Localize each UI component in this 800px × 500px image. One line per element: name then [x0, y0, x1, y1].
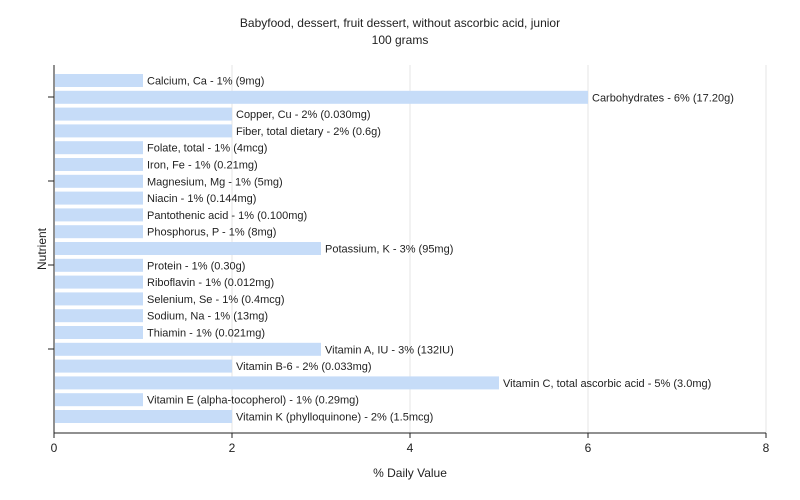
- bar: [55, 225, 143, 239]
- bar: [55, 191, 143, 205]
- bar-label: Fiber, total dietary - 2% (0.6g): [236, 126, 381, 138]
- bar-label: Copper, Cu - 2% (0.030mg): [236, 109, 371, 121]
- bar: [55, 376, 499, 390]
- bar-label: Niacin - 1% (0.144mg): [147, 193, 256, 205]
- bar: [55, 309, 143, 323]
- bar-label: Sodium, Na - 1% (13mg): [147, 311, 268, 323]
- bar-label: Calcium, Ca - 1% (9mg): [147, 76, 264, 88]
- bar-label: Protein - 1% (0.30g): [147, 260, 245, 272]
- bar: [55, 174, 143, 188]
- x-tick-label: 2: [229, 441, 236, 455]
- bar-label: Vitamin K (phylloquinone) - 2% (1.5mcg): [236, 412, 433, 424]
- bar-label: Thiamin - 1% (0.021mg): [147, 328, 265, 340]
- bar-label: Vitamin C, total ascorbic acid - 5% (3.0…: [503, 378, 711, 390]
- bar-label: Magnesium, Mg - 1% (5mg): [147, 176, 283, 188]
- bar-label: Selenium, Se - 1% (0.4mcg): [147, 294, 285, 306]
- bar-label: Pantothenic acid - 1% (0.100mg): [147, 210, 307, 222]
- x-ticks: 0 2 4 6 8: [48, 96, 770, 455]
- bar-label: Vitamin A, IU - 3% (132IU): [325, 344, 454, 356]
- bar: [55, 258, 143, 272]
- bar: [55, 359, 232, 373]
- bar: [55, 275, 143, 289]
- bar-label: Carbohydrates - 6% (17.20g): [592, 92, 734, 104]
- bar: [55, 124, 232, 138]
- bar: [55, 208, 143, 222]
- chart-subtitle: 100 grams: [372, 33, 429, 47]
- bar: [55, 90, 588, 104]
- bar: [55, 410, 232, 423]
- bar: [55, 326, 143, 339]
- bar: [55, 342, 321, 356]
- y-axis-label: Nutrient: [35, 227, 49, 270]
- x-axis-label: % Daily Value: [373, 466, 447, 480]
- bar-label: Riboflavin - 1% (0.012mg): [147, 277, 274, 289]
- bar-label: Vitamin B-6 - 2% (0.033mg): [236, 361, 372, 373]
- bar: [55, 393, 143, 407]
- bar: [55, 242, 321, 255]
- x-tick-label: 6: [585, 441, 592, 455]
- x-tick-label: 0: [51, 441, 58, 455]
- x-tick-label: 8: [763, 441, 770, 455]
- bar-label: Folate, total - 1% (4mcg): [147, 143, 267, 155]
- bar: [55, 141, 143, 155]
- bar-label: Potassium, K - 3% (95mg): [325, 244, 453, 256]
- x-tick-label: 4: [407, 441, 414, 455]
- bar-label: Vitamin E (alpha-tocopherol) - 1% (0.29m…: [147, 395, 359, 407]
- chart-title: Babyfood, dessert, fruit dessert, withou…: [240, 16, 560, 30]
- bars: Calcium, Ca - 1% (9mg) Carbohydrates - 6%…: [55, 74, 734, 424]
- bar-label: Phosphorus, P - 1% (8mg): [147, 227, 276, 239]
- bar: [55, 74, 143, 87]
- bar-label: Iron, Fe - 1% (0.21mg): [147, 160, 258, 172]
- bar: [55, 158, 143, 171]
- bar: [55, 107, 232, 121]
- bar: [55, 292, 143, 306]
